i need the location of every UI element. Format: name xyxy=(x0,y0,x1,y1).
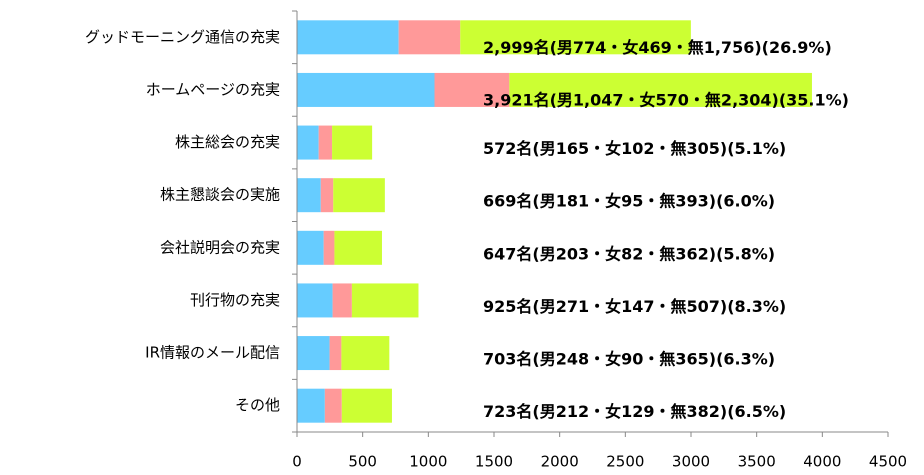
x-tick-label: 2500 xyxy=(606,453,644,471)
bar-label: 2,999名(男774・女469・無1,756)(26.9%) xyxy=(483,38,832,57)
bar-segment xyxy=(320,178,334,213)
category-label: IR情報のメール配信 xyxy=(145,344,280,362)
bar-segment xyxy=(329,336,342,371)
category-label: グッドモーニング通信の充実 xyxy=(85,28,280,46)
x-tick-label: 0 xyxy=(292,453,302,471)
bar-segment xyxy=(334,230,382,265)
category-label: 刊行物の充実 xyxy=(190,291,280,309)
category-label: 株主懇談会の実施 xyxy=(160,186,280,204)
bar-segment xyxy=(324,388,342,423)
category-label: その他 xyxy=(235,396,280,414)
category-label: ホームページの充実 xyxy=(146,80,280,98)
x-tick-label: 1500 xyxy=(475,453,513,471)
bar-label: 669名(男181・女95・無393)(6.0%) xyxy=(483,192,775,211)
bar-segment xyxy=(297,125,319,160)
bar-segment xyxy=(297,283,333,318)
bar-label: 723名(男212・女129・無382)(6.5%) xyxy=(483,402,786,421)
bar-segment xyxy=(297,20,399,55)
bar-segment xyxy=(434,72,510,107)
bar-segment xyxy=(341,336,390,371)
bar-segment xyxy=(398,20,461,55)
x-tick-label: 4500 xyxy=(869,453,907,471)
bar-segment xyxy=(297,336,330,371)
bar-segment xyxy=(297,72,435,107)
x-tick-label: 1000 xyxy=(409,453,447,471)
bar-segment xyxy=(332,283,352,318)
bar-segment xyxy=(297,230,324,265)
bar-segment xyxy=(297,388,325,423)
bar-label: 3,921名(男1,047・女570・無2,304)(35.1%) xyxy=(483,90,849,109)
x-tick-label: 3000 xyxy=(672,453,710,471)
x-tick-label: 2000 xyxy=(541,453,579,471)
bar-segment xyxy=(460,20,691,55)
category-label: 会社説明会の充実 xyxy=(160,238,280,256)
bar-segment xyxy=(351,283,419,318)
bar-segment xyxy=(332,125,373,160)
bar-label: 647名(男203・女82・無362)(5.8%) xyxy=(483,244,775,263)
bar-segment xyxy=(509,72,812,107)
bar-label: 925名(男271・女147・無507)(8.3%) xyxy=(483,297,786,316)
bar-segment xyxy=(297,178,321,213)
bar-segment xyxy=(333,178,385,213)
bar-label: 703名(男248・女90・無365)(6.3%) xyxy=(483,350,775,369)
bar-segment xyxy=(318,125,333,160)
bar-segment xyxy=(323,230,335,265)
x-tick-label: 500 xyxy=(348,453,377,471)
x-tick-label: 4000 xyxy=(803,453,841,471)
bar-segment xyxy=(341,388,392,423)
bar-label: 572名(男165・女102・無305)(5.1%) xyxy=(483,139,786,158)
category-label: 株主総会の充実 xyxy=(175,133,280,151)
x-tick-label: 3500 xyxy=(738,453,776,471)
